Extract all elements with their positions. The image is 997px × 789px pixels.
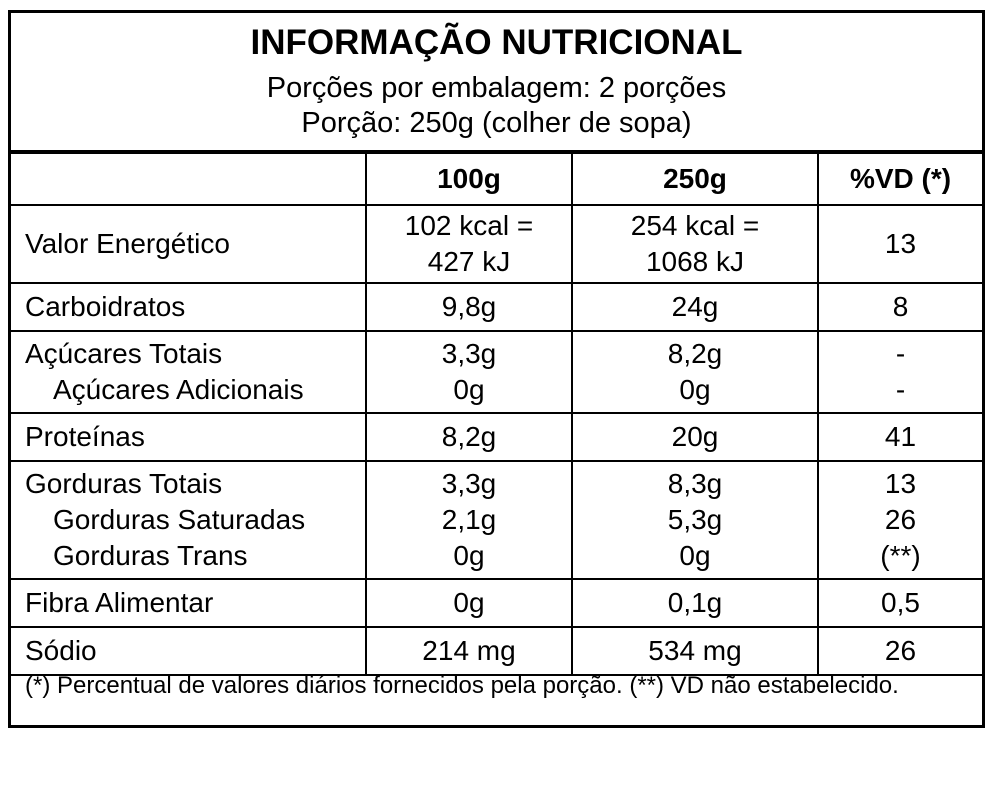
footnote: (*) Percentual de valores diários fornec…: [25, 672, 899, 699]
value-vd: 26: [818, 627, 982, 676]
value-100g: 8,2g: [366, 413, 573, 462]
value-100g: 214 mg: [366, 627, 573, 676]
value-sugars-total-vd: -: [895, 338, 906, 369]
value-250g: 534 mg: [572, 627, 819, 676]
table-row-energy: Valor Energético 102 kcal = 427 kJ 254 k…: [11, 205, 982, 284]
value-250g: 8,2g 0g: [572, 331, 819, 414]
label-fat-trans: Gorduras Trans: [53, 540, 248, 571]
value-sugars-total-100g: 3,3g: [441, 338, 497, 369]
label-sugars-added: Açúcares Adicionais: [53, 374, 304, 405]
nutrition-facts-panel: INFORMAÇÃO NUTRICIONAL Porções por embal…: [8, 10, 985, 728]
table-row-sugars: Açúcares Totais Açúcares Adicionais 3,3g…: [11, 331, 982, 414]
value-250g: 24g: [572, 283, 819, 332]
value-100g: 3,3g 0g: [366, 331, 573, 414]
column-header-vd: %VD (*): [818, 154, 982, 206]
value-100g-kj: 427 kJ: [427, 246, 511, 277]
value-fat-total-100g: 3,3g: [441, 468, 497, 499]
value-fat-trans-100g: 0g: [453, 540, 485, 571]
value-100g: 102 kcal = 427 kJ: [366, 205, 573, 284]
nutrient-label: Sódio: [11, 627, 367, 676]
value-sugars-added-vd: -: [895, 374, 906, 405]
table-row-fiber: Fibra Alimentar 0g 0,1g 0,5: [11, 579, 982, 628]
table-row-fats: Gorduras Totais Gorduras Saturadas Gordu…: [11, 461, 982, 580]
nutrient-label: Açúcares Totais Açúcares Adicionais: [11, 331, 367, 414]
value-vd: - -: [818, 331, 982, 414]
value-vd: 8: [818, 283, 982, 332]
nutrient-label: Valor Energético: [11, 205, 367, 284]
value-fat-total-250g: 8,3g: [667, 468, 723, 499]
value-250g: 254 kcal = 1068 kJ: [572, 205, 819, 284]
value-sugars-total-250g: 8,2g: [667, 338, 723, 369]
value-fat-total-vd: 13: [884, 468, 917, 499]
table-header-row: 100g 250g %VD (*): [11, 154, 982, 206]
nutrient-label: Proteínas: [11, 413, 367, 462]
value-250g: 20g: [572, 413, 819, 462]
table-row-sodium: Sódio 214 mg 534 mg 26: [11, 627, 982, 676]
nutrient-label: Gorduras Totais Gorduras Saturadas Gordu…: [11, 461, 367, 580]
nutrient-label: Fibra Alimentar: [11, 579, 367, 628]
label-fat-saturated: Gorduras Saturadas: [53, 504, 306, 535]
value-fat-trans-vd: (**): [880, 540, 921, 571]
value-250g-kcal: 254 kcal =: [630, 210, 760, 241]
value-100g: 0g: [366, 579, 573, 628]
value-250g: 8,3g 5,3g 0g: [572, 461, 819, 580]
value-vd: 0,5: [818, 579, 982, 628]
value-100g-kcal: 102 kcal =: [404, 210, 534, 241]
value-fat-saturated-250g: 5,3g: [667, 504, 723, 535]
serving-size: Porção: 250g (colher de sopa): [301, 107, 692, 139]
nutrition-header: INFORMAÇÃO NUTRICIONAL Porções por embal…: [11, 13, 982, 154]
value-fat-saturated-vd: 26: [884, 504, 917, 535]
table-row-protein: Proteínas 8,2g 20g 41: [11, 413, 982, 462]
table-row-carbs: Carboidratos 9,8g 24g 8: [11, 283, 982, 332]
value-250g: 0,1g: [572, 579, 819, 628]
value-vd: 41: [818, 413, 982, 462]
value-100g: 3,3g 2,1g 0g: [366, 461, 573, 580]
value-100g: 9,8g: [366, 283, 573, 332]
label-fat-total: Gorduras Totais: [25, 468, 223, 499]
column-header-100g: 100g: [366, 154, 573, 206]
value-vd: 13: [818, 205, 982, 284]
label-sugars-total: Açúcares Totais: [25, 338, 223, 369]
column-header-nutrient: [11, 154, 367, 206]
servings-per-package: Porções por embalagem: 2 porções: [266, 72, 727, 104]
value-fat-trans-250g: 0g: [679, 540, 711, 571]
value-vd: 13 26 (**): [818, 461, 982, 580]
value-sugars-added-250g: 0g: [679, 374, 711, 405]
nutrient-label: Carboidratos: [11, 283, 367, 332]
column-header-250g: 250g: [572, 154, 819, 206]
value-250g-kj: 1068 kJ: [645, 246, 745, 277]
value-sugars-added-100g: 0g: [453, 374, 485, 405]
nutrition-title: INFORMAÇÃO NUTRICIONAL: [250, 23, 743, 62]
value-fat-saturated-100g: 2,1g: [441, 504, 497, 535]
nutrition-table: 100g 250g %VD (*) Valor Energético 102 k…: [11, 154, 982, 676]
